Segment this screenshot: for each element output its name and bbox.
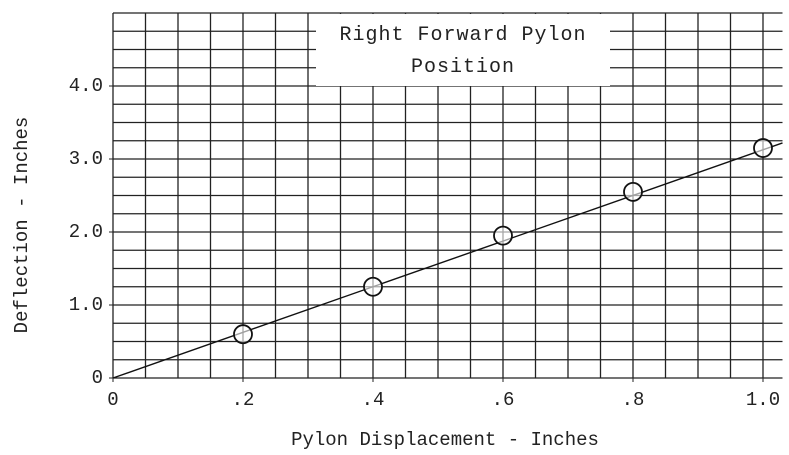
y-tick-label: 1.0 (69, 294, 103, 316)
y-tick-label: 2.0 (69, 221, 103, 243)
data-point (623, 181, 643, 202)
data-point (493, 225, 513, 246)
x-tick-label: 0 (107, 389, 118, 411)
y-tick-label: 0 (92, 367, 103, 389)
x-tick-label: 1.0 (746, 389, 780, 411)
data-point (363, 276, 383, 297)
data-point (753, 138, 773, 158)
fit-line (112, 142, 783, 379)
x-tick-label: .8 (622, 389, 645, 411)
y-tick-label: 4.0 (69, 75, 103, 97)
x-tick-label: .4 (362, 389, 385, 411)
y-tick-label: 3.0 (69, 148, 103, 170)
x-tick-label: .6 (492, 389, 515, 411)
x-tick-label: .2 (232, 389, 255, 411)
y-axis-label: Deflection - Inches (11, 117, 33, 334)
x-axis-label: Pylon Displacement - Inches (291, 429, 599, 451)
data-point (233, 324, 253, 345)
chart-title: Right Forward Pylon Position (316, 14, 610, 86)
